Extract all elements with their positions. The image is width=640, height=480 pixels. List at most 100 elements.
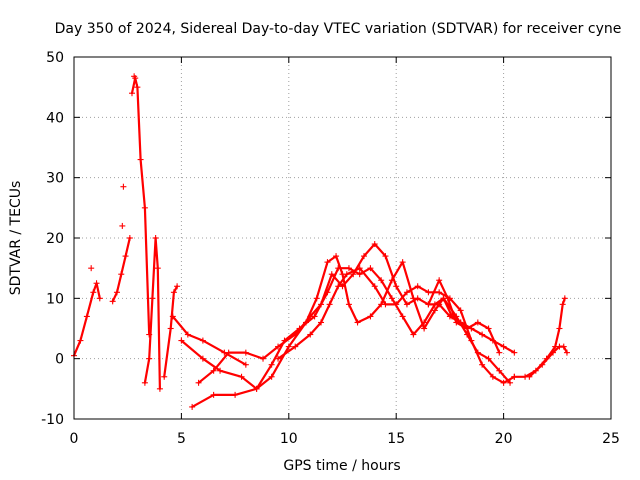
y-axis-label: SDTVAR / TECUs [8,181,24,296]
plus-marker [399,313,406,320]
plus-marker [109,298,116,305]
x-tick-label: 10 [280,431,298,447]
plus-marker [318,301,325,308]
plus-marker [496,349,503,356]
plus-marker [399,259,406,266]
plus-marker [446,313,453,320]
plus-marker [479,361,486,368]
series-pass-m [528,345,569,378]
plus-marker [174,283,181,290]
y-tick-label: 50 [46,50,64,66]
plus-marker [489,373,496,380]
plus-marker [371,241,378,248]
plus-marker [141,379,148,386]
plus-marker [238,373,245,380]
plus-marker [414,295,421,302]
plus-marker [563,349,570,356]
plus-marker [393,301,400,308]
series-pass-k [427,279,501,354]
plus-marker [367,265,374,272]
plus-marker [118,271,125,278]
plus-marker [457,307,464,314]
plus-marker [146,355,153,362]
plus-marker [318,319,325,326]
plus-marker [500,379,507,386]
plus-marker [464,325,471,332]
y-tick-label: 0 [55,352,64,368]
plus-marker [324,259,331,266]
plus-marker [354,319,361,326]
plus-marker [156,385,163,392]
x-tick-label: 15 [387,431,405,447]
plus-marker [511,349,518,356]
plus-marker [326,301,333,308]
plus-marker [410,331,417,338]
plus-marker [360,253,367,260]
plus-marker [507,379,514,386]
x-tick-label: 20 [495,431,513,447]
plus-marker [367,313,374,320]
plus-marker [167,325,174,332]
plus-marker [199,337,206,344]
plus-marker [421,319,428,326]
chart-title: Day 350 of 2024, Sidereal Day-to-day VTE… [55,21,622,37]
plus-marker [425,301,432,308]
series-pass-a [72,282,101,357]
plus-marker [474,319,481,326]
plus-marker [275,355,282,362]
y-tick-label: 30 [46,171,64,187]
plus-marker [232,391,239,398]
plus-marker [382,253,389,260]
plus-marker [292,331,299,338]
plus-marker [378,277,385,284]
plus-marker [436,289,443,296]
plus-marker [189,403,196,410]
plus-marker [268,373,275,380]
plus-marker [137,156,144,163]
plus-marker [560,343,567,350]
plus-marker [195,379,202,386]
plus-marker [393,283,400,290]
plus-marker [403,301,410,308]
plus-marker [335,283,342,290]
plus-marker [335,265,342,272]
plus-marker [468,337,475,344]
plus-marker [113,289,120,296]
plus-marker [356,265,363,272]
plus-marker [154,265,161,272]
plus-marker [134,84,141,91]
plus-marker [169,313,176,320]
plus-marker [414,283,421,290]
plus-marker [500,343,507,350]
plus-marker [268,361,275,368]
plus-marker [199,355,206,362]
plus-marker [292,343,299,350]
plus-marker [128,90,135,97]
plus-marker [149,295,156,302]
plus-marker [328,271,335,278]
plus-marker [285,343,292,350]
plus-marker [83,313,90,320]
plus-marker [225,349,232,356]
plus-marker [275,343,282,350]
plus-marker [444,295,451,302]
plus-marker [371,283,378,290]
plus-marker [550,349,557,356]
series-pass-d [143,236,161,390]
plus-marker [242,361,249,368]
plus-marker [343,271,350,278]
plus-marker [96,295,103,302]
plus-marker [388,295,395,302]
series-pass-c [130,77,151,336]
plus-marker [120,183,127,190]
plus-marker [210,367,217,374]
plus-marker [479,331,486,338]
plus-marker [436,301,443,308]
plus-marker [485,325,492,332]
plus-marker [242,349,249,356]
plus-marker [77,337,84,344]
plus-marker [119,222,126,229]
plus-marker [511,373,518,380]
plus-marker [253,385,260,392]
